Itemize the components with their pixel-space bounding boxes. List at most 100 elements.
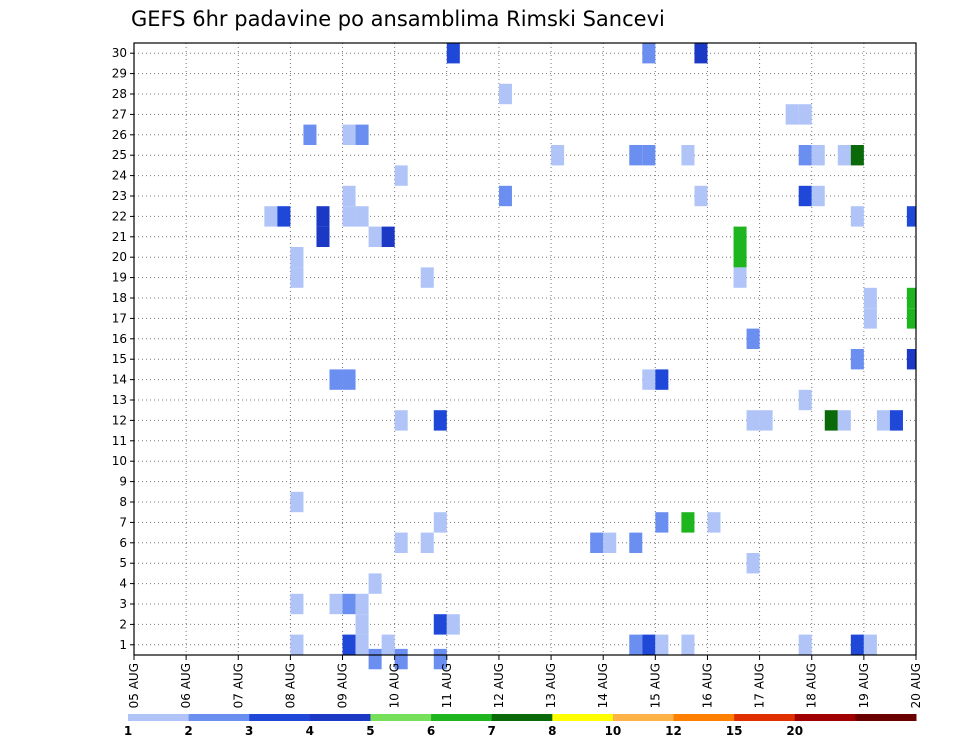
heatmap-cell xyxy=(355,593,369,615)
cell-layer xyxy=(264,43,916,670)
y-tick-label: 21 xyxy=(112,230,127,244)
colorbar-swatch xyxy=(552,714,614,721)
y-tick-label: 2 xyxy=(119,617,127,631)
colorbar-swatch xyxy=(370,714,432,721)
colorbar-swatch xyxy=(794,714,856,721)
y-tick-label: 17 xyxy=(112,311,127,325)
heatmap-cell xyxy=(342,369,356,390)
chart-title: GEFS 6hr padavine po ansamblima Rimski S… xyxy=(131,7,665,31)
heatmap-cell xyxy=(850,145,864,166)
y-tick-label: 7 xyxy=(119,515,127,529)
x-tick-label: 13 AUG xyxy=(544,663,558,708)
heatmap-cell xyxy=(355,124,369,145)
heatmap-cell xyxy=(342,206,356,227)
heatmap-cell xyxy=(655,369,669,390)
x-tick-label: 05 AUG xyxy=(127,663,141,708)
colorbar-label: 2 xyxy=(184,724,192,738)
heatmap-cell xyxy=(906,287,916,309)
heatmap-cell xyxy=(342,634,356,655)
heatmap-cell xyxy=(681,634,695,655)
heatmap-cell xyxy=(642,43,656,64)
heatmap-cell xyxy=(264,206,278,227)
colorbar-swatch xyxy=(612,714,675,721)
heatmap-cell xyxy=(906,349,916,370)
x-tick-label: 14 AUG xyxy=(596,663,610,708)
y-tick-label: 5 xyxy=(119,556,127,570)
y-tick-label: 20 xyxy=(112,250,127,264)
heatmap-cell xyxy=(733,247,747,268)
heatmap-cell xyxy=(681,145,695,166)
x-tick-label: 19 AUG xyxy=(857,663,871,708)
heatmap-cell xyxy=(655,634,669,655)
x-tick-label: 16 AUG xyxy=(700,663,714,708)
heatmap-cell xyxy=(642,145,656,166)
heatmap-cell xyxy=(342,124,356,145)
colorbar-label: 20 xyxy=(786,724,803,738)
colorbar-label: 1 xyxy=(124,724,132,738)
y-tick-label: 22 xyxy=(112,209,127,223)
heatmap-cell xyxy=(355,614,369,635)
heatmap-cell xyxy=(551,145,565,166)
colorbar-label: 5 xyxy=(366,724,374,738)
heatmap-cell xyxy=(498,83,512,105)
heatmap-cell xyxy=(850,206,864,227)
heatmap-cell xyxy=(694,185,708,207)
heatmap-cell xyxy=(746,553,760,574)
heatmap-cell xyxy=(733,226,747,247)
y-tick-label: 10 xyxy=(112,454,127,468)
heatmap-cell xyxy=(394,532,408,553)
heatmap-cell xyxy=(850,634,864,655)
heatmap-cell xyxy=(811,185,825,207)
heatmap-cell xyxy=(694,43,708,64)
x-tick-label: 18 AUG xyxy=(805,663,819,708)
heatmap-cell xyxy=(824,410,838,431)
heatmap-cell xyxy=(629,145,643,166)
heatmap-cell xyxy=(798,389,812,411)
y-axis: 1234567891011121314151617181920212223242… xyxy=(112,46,134,652)
colorbar-label: 7 xyxy=(488,724,496,738)
heatmap-cell xyxy=(381,226,395,247)
heatmap-cell xyxy=(837,145,851,166)
x-tick-label: 07 AUG xyxy=(231,663,245,708)
heatmap-cell xyxy=(906,206,916,227)
y-tick-label: 18 xyxy=(112,291,127,305)
heatmap-cell xyxy=(394,165,408,186)
y-tick-label: 19 xyxy=(112,271,127,285)
heatmap-cell xyxy=(681,512,695,533)
heatmap-cell xyxy=(290,247,304,268)
heatmap-cell xyxy=(290,593,304,615)
colorbar-label: 6 xyxy=(427,724,435,738)
colorbar-label: 15 xyxy=(726,724,743,738)
y-tick-label: 27 xyxy=(112,107,127,121)
heatmap-cell xyxy=(707,512,721,533)
y-tick-label: 26 xyxy=(112,128,127,142)
heatmap-cell xyxy=(316,226,330,247)
heatmap-cell xyxy=(290,634,304,655)
y-tick-label: 30 xyxy=(112,46,127,60)
y-tick-label: 6 xyxy=(119,536,127,550)
y-tick-label: 3 xyxy=(119,597,127,611)
y-tick-label: 25 xyxy=(112,148,127,162)
x-tick-label: 11 AUG xyxy=(440,663,454,708)
heatmap-cell xyxy=(381,634,395,655)
heatmap-cell xyxy=(277,206,291,227)
colorbar-swatch xyxy=(128,714,190,721)
heatmap-cell xyxy=(290,491,304,513)
heatmap-cell xyxy=(785,104,799,125)
x-tick-label: 17 AUG xyxy=(753,663,767,708)
heatmap-cell xyxy=(394,410,408,431)
x-tick-label: 12 AUG xyxy=(492,663,506,708)
heatmap-cell xyxy=(798,634,812,655)
x-tick-label: 09 AUG xyxy=(336,663,350,708)
colorbar-label: 12 xyxy=(665,724,682,738)
y-tick-label: 11 xyxy=(112,434,127,448)
heatmap-cell xyxy=(433,614,447,635)
heatmap-cell xyxy=(733,267,747,288)
heatmap-cell xyxy=(906,308,916,329)
heatmap-cell xyxy=(655,512,669,533)
colorbar-swatch xyxy=(431,714,493,721)
heatmap-cell xyxy=(446,43,460,64)
heatmap-cell xyxy=(798,185,812,207)
x-tick-label: 10 AUG xyxy=(388,663,402,708)
y-tick-label: 9 xyxy=(119,475,127,489)
